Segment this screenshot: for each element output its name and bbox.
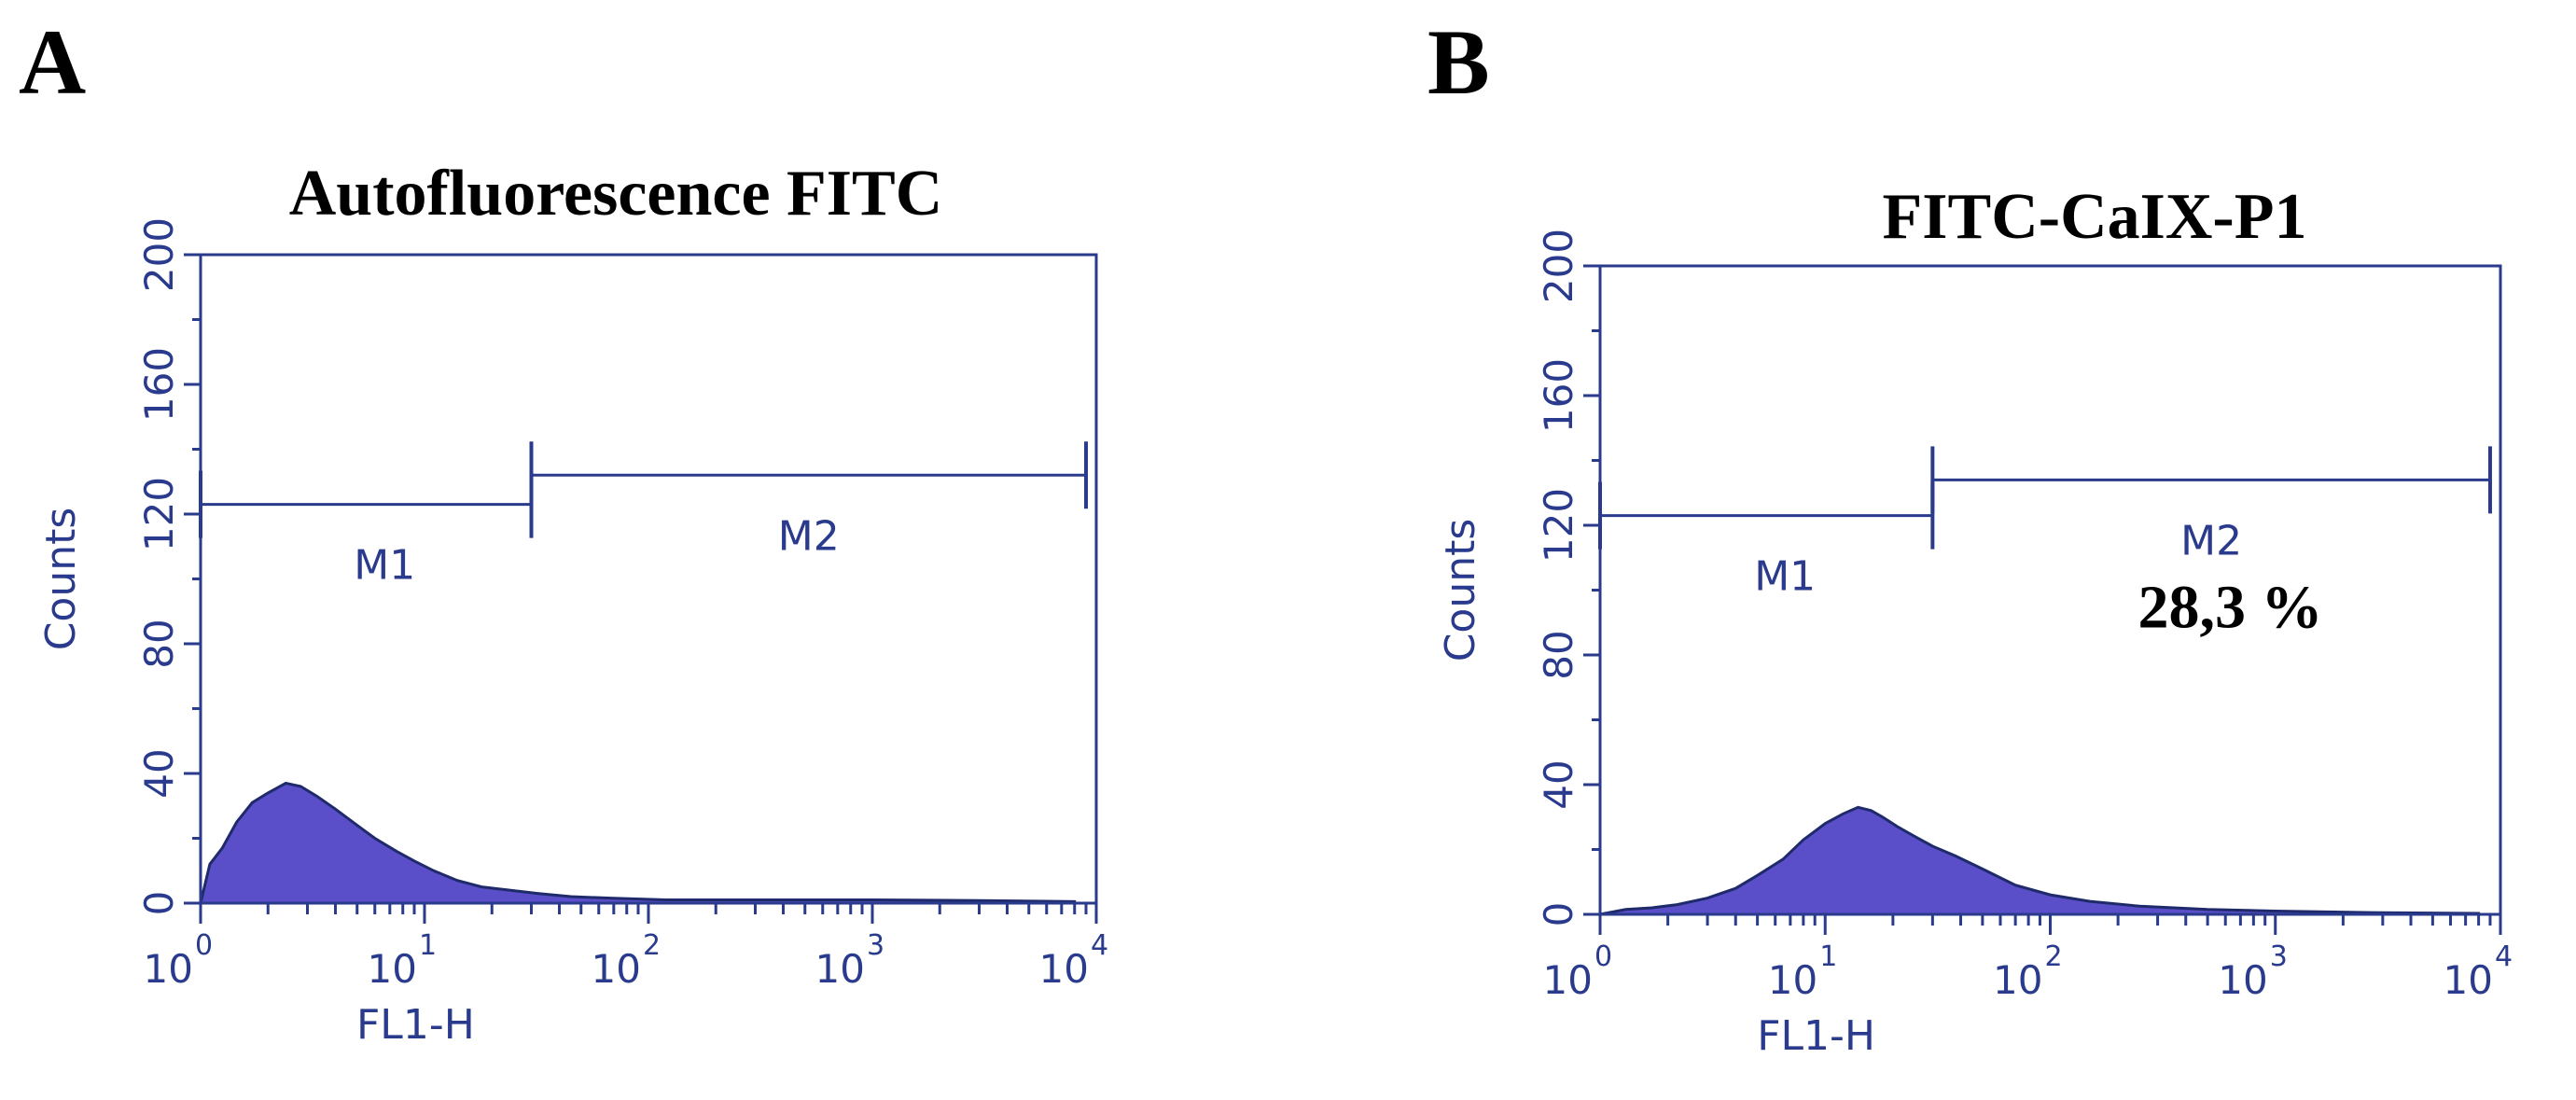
x-tick-exponent: 0 — [195, 929, 213, 962]
x-tick-base: 10 — [2444, 957, 2493, 1003]
y-axis-label: Counts — [37, 508, 85, 651]
x-tick-exponent: 3 — [2270, 940, 2288, 973]
x-tick-base: 10 — [144, 946, 193, 992]
x-tick-base: 10 — [1768, 957, 1817, 1003]
x-tick-exponent: 4 — [2495, 940, 2513, 973]
y-tick-label: 40 — [1536, 759, 1581, 809]
x-tick-base: 10 — [1039, 946, 1089, 992]
plot-frame — [199, 253, 1098, 905]
x-tick-base: 10 — [1993, 957, 2042, 1003]
x-tick-exponent: 2 — [2045, 940, 2063, 973]
y-tick-label: 0 — [1536, 902, 1581, 927]
x-tick-exponent: 3 — [867, 929, 884, 962]
chart-title: FITC-CaIX-P1 — [1883, 181, 2307, 253]
histogram-area — [199, 781, 1077, 905]
panel-letter: A — [19, 10, 86, 114]
chart-title: Autofluorescence FITC — [289, 158, 943, 230]
x-axis-label: FL1-H — [356, 1001, 475, 1049]
y-tick-label: 0 — [136, 891, 182, 916]
x-tick-base: 10 — [2218, 957, 2267, 1003]
y-tick-label: 80 — [136, 619, 182, 668]
x-tick-base: 10 — [1543, 957, 1593, 1003]
y-tick-label: 120 — [1536, 488, 1581, 563]
x-tick-exponent: 0 — [1594, 940, 1612, 973]
x-tick-exponent: 4 — [1091, 929, 1108, 962]
y-tick-label: 160 — [1536, 358, 1581, 433]
panel-b: BFITC-CaIX-P104080120160200Counts1001011… — [1427, 10, 2513, 1060]
marker-label-m1: M1 — [1754, 553, 1816, 601]
marker-label-m2: M2 — [2180, 517, 2242, 564]
x-tick-exponent: 1 — [419, 929, 437, 962]
plot-frame — [1598, 264, 2502, 916]
marker-label-m2: M2 — [778, 512, 840, 560]
x-tick-exponent: 2 — [643, 929, 661, 962]
x-tick-base: 10 — [368, 946, 417, 992]
marker-label-m1: M1 — [354, 542, 415, 590]
x-tick-exponent: 1 — [1819, 940, 1837, 973]
y-tick-label: 80 — [1536, 630, 1581, 679]
percentage-annotation: 28,3 % — [2138, 574, 2323, 642]
y-axis-label: Counts — [1437, 519, 1484, 662]
panel-letter: B — [1427, 10, 1490, 114]
y-tick-label: 40 — [136, 748, 182, 798]
y-tick-label: 160 — [136, 347, 182, 422]
y-tick-label: 120 — [136, 477, 182, 551]
y-tick-label: 200 — [136, 217, 182, 292]
x-axis-label: FL1-H — [1757, 1012, 1875, 1060]
histogram-area — [1599, 805, 2481, 916]
x-tick-base: 10 — [815, 946, 865, 992]
x-tick-base: 10 — [592, 946, 641, 992]
y-tick-label: 200 — [1536, 229, 1581, 303]
